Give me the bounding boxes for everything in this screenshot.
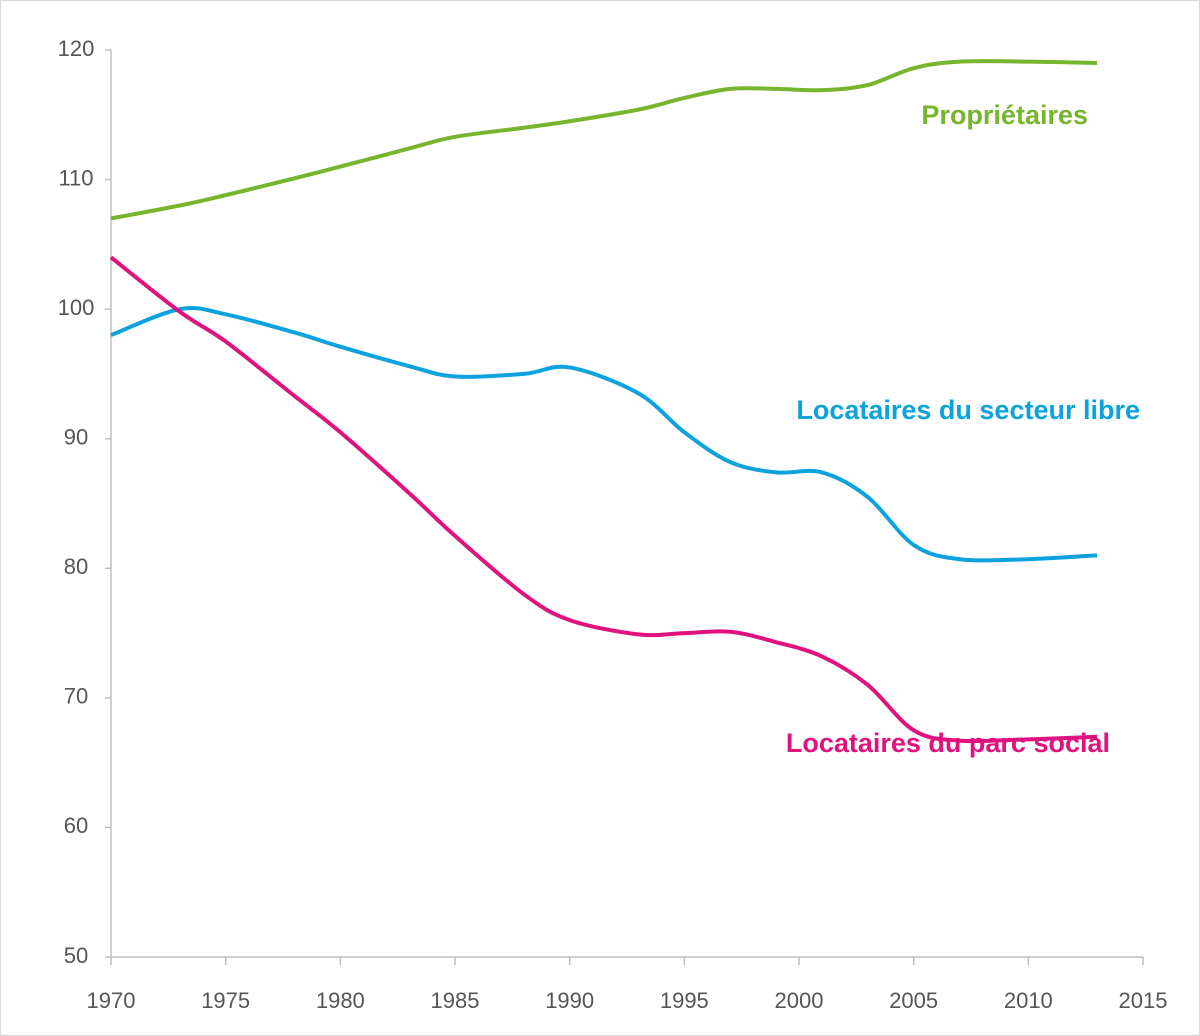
x-tick-label: 1975 <box>201 988 250 1013</box>
series-label: Propriétaires <box>921 100 1088 130</box>
series-line <box>110 305 1098 563</box>
x-tick-label: 1990 <box>545 988 594 1013</box>
series-line <box>109 255 1098 744</box>
y-tick-label: 90 <box>64 425 88 450</box>
series-line <box>110 59 1098 221</box>
series-label: Locataires du parc social <box>786 728 1110 758</box>
x-tick-label: 1970 <box>87 988 136 1013</box>
x-tick-label: 2015 <box>1119 988 1168 1013</box>
x-tick-label: 2005 <box>889 988 938 1013</box>
y-tick-label: 70 <box>64 684 88 709</box>
y-tick-label: 110 <box>58 165 93 190</box>
y-tick-label: 80 <box>64 554 88 579</box>
y-tick-label: 120 <box>58 36 95 61</box>
y-tick-label: 60 <box>64 813 88 838</box>
x-tick-label: 1985 <box>431 988 480 1013</box>
x-tick-label: 2010 <box>1004 988 1053 1013</box>
series-label: Locataires du secteur libre <box>796 395 1140 425</box>
y-tick-label: 100 <box>58 295 95 320</box>
x-tick-label: 2000 <box>775 988 824 1013</box>
y-tick-label: 50 <box>64 943 88 968</box>
x-tick-label: 1980 <box>316 988 365 1013</box>
x-tick-label: 1995 <box>660 988 709 1013</box>
